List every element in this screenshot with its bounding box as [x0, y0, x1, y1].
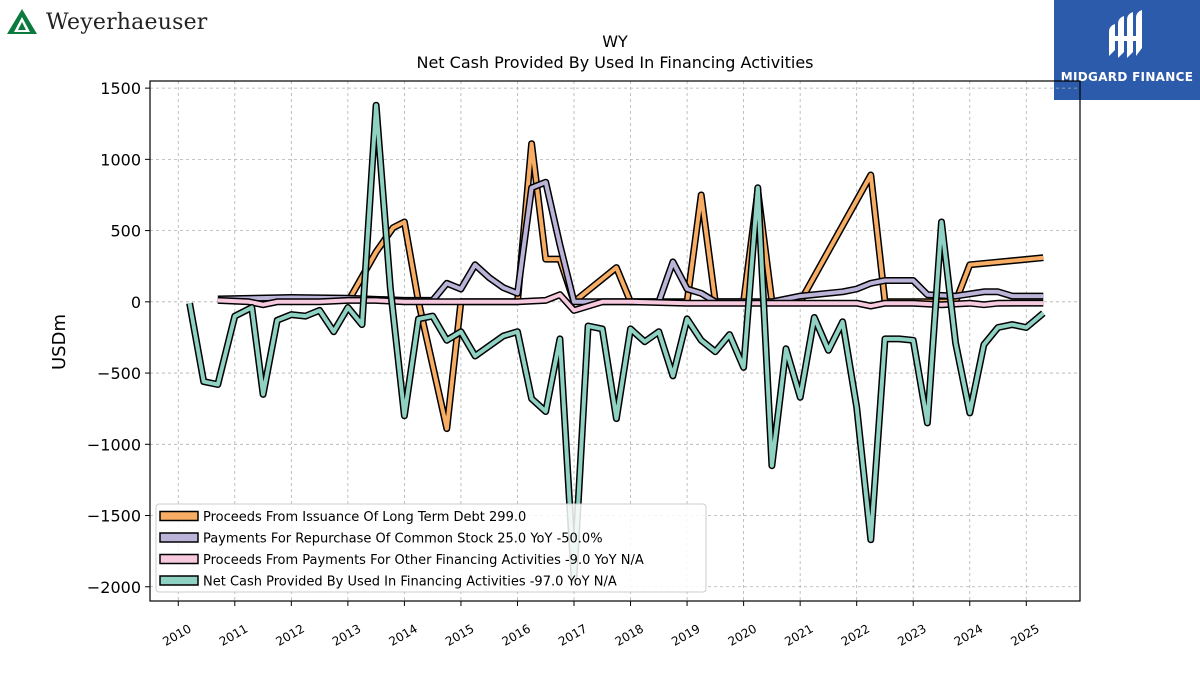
- x-tick-label: 2013: [330, 621, 363, 648]
- legend-swatch-1: [159, 532, 199, 543]
- series-lines: [186, 101, 1046, 582]
- x-tick-label: 2014: [386, 621, 419, 648]
- y-tick-label: −1000: [87, 435, 141, 454]
- legend-entry-2: Proceeds From Payments For Other Financi…: [203, 553, 644, 568]
- chart-title: WY: [602, 32, 628, 51]
- legend-entry-1: Payments For Repurchase Of Common Stock …: [203, 532, 603, 547]
- x-tick-label: 2023: [895, 621, 928, 648]
- weyerhaeuser-wordmark: Weyerhaeuser: [46, 9, 208, 35]
- x-tick-label: 2020: [726, 621, 759, 648]
- x-tick-label: 2011: [217, 621, 250, 648]
- series-line-2: [217, 292, 1044, 313]
- y-axis-ticks: 1500 1000 500 0 −500 −1000 −1500 −2000: [87, 79, 150, 597]
- legend-entry-3: Net Cash Provided By Used In Financing A…: [203, 575, 617, 590]
- legend-swatch-3: [159, 575, 199, 586]
- weyerhaeuser-tree-icon: [7, 9, 37, 34]
- x-tick-label: 2022: [839, 621, 872, 648]
- weyerhaeuser-logo: Weyerhaeuser: [6, 8, 208, 36]
- x-tick-label: 2024: [952, 621, 985, 648]
- y-tick-label: −500: [97, 364, 141, 383]
- legend-box: [155, 503, 707, 593]
- series-outline-1: [217, 178, 1044, 306]
- midgard-finance-logo: MIDGARD FINANCE: [1054, 0, 1200, 100]
- legend-swatch-0: [159, 510, 199, 522]
- y-tick-label: 500: [110, 222, 141, 241]
- y-tick-label: 1500: [100, 79, 141, 98]
- y-tick-label: 1000: [100, 150, 141, 169]
- x-tick-label: 2025: [1008, 621, 1041, 648]
- midgard-emblem-icon: [1109, 10, 1142, 58]
- x-tick-label: 2021: [782, 621, 815, 648]
- midgard-wordmark: MIDGARD FINANCE: [1060, 70, 1194, 84]
- series-line-3: [187, 103, 1045, 581]
- x-tick-label: 2019: [669, 621, 702, 648]
- legend-swatch-2: [159, 553, 199, 565]
- plot-frame: [149, 80, 1081, 602]
- x-tick-label: 2018: [613, 621, 646, 648]
- x-tick-label: 2016: [500, 621, 533, 648]
- series-line-1: [217, 180, 1044, 304]
- x-tick-label: 2015: [443, 621, 476, 648]
- legend: Proceeds From Issuance Of Long Term Debt…: [155, 503, 707, 593]
- x-axis-ticks: 2010 2011 2012 2013 2014 2015 2016 2017 2018 2019…: [160, 601, 1042, 649]
- y-tick-label: 0: [131, 293, 141, 312]
- chart-subtitle: Net Cash Provided By Used In Financing A…: [416, 53, 813, 72]
- y-tick-label: −1500: [87, 507, 141, 526]
- y-axis-label: USDm: [49, 314, 70, 370]
- y-tick-label: −2000: [87, 578, 141, 597]
- legend-entry-0: Proceeds From Issuance Of Long Term Debt…: [203, 510, 526, 525]
- x-tick-label: 2012: [273, 621, 306, 648]
- x-tick-label: 2017: [556, 621, 589, 648]
- x-tick-label: 2010: [160, 621, 193, 648]
